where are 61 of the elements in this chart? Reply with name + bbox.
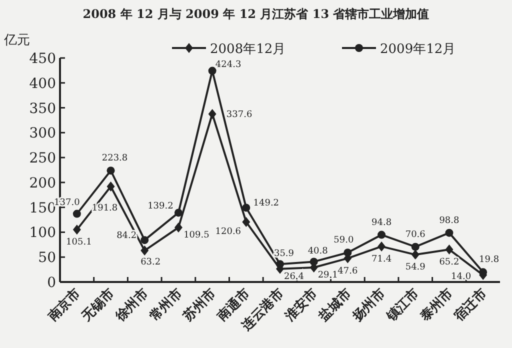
data-label: 223.8 <box>102 154 128 164</box>
data-label: 424.3 <box>215 60 242 70</box>
data-label: 109.5 <box>184 230 210 240</box>
y-tick-label: 450 <box>29 51 56 67</box>
data-label: 149.2 <box>253 198 280 209</box>
point <box>140 246 149 256</box>
y-tick-label: 50 <box>38 250 56 266</box>
point <box>310 258 318 266</box>
data-label: 84.2 <box>116 231 137 242</box>
y-axis-title: 亿元 <box>3 33 30 48</box>
legend-label: 2008年12月 <box>210 42 286 57</box>
point <box>72 210 81 218</box>
chart-title: 2008 年 12 月与 2009 年 12 月江苏省 13 省辖市工业增加值 <box>82 7 430 21</box>
point <box>106 182 115 192</box>
data-label: 98.8 <box>439 216 460 226</box>
data-label: 35.9 <box>274 249 294 260</box>
data-label: 70.6 <box>405 230 426 240</box>
y-tick-label: 150 <box>29 200 56 216</box>
y-tick-label: 100 <box>29 225 56 242</box>
point <box>411 242 420 251</box>
y-tick-label: 400 <box>29 76 56 92</box>
point <box>208 108 216 119</box>
point <box>242 216 250 227</box>
data-label: 59.0 <box>334 236 354 246</box>
data-label: 14.0 <box>451 272 472 282</box>
data-label: 40.8 <box>308 246 328 257</box>
data-label: 19.8 <box>479 255 500 266</box>
data-label: 191.8 <box>92 204 118 214</box>
point <box>140 236 149 244</box>
point <box>445 244 454 255</box>
point <box>378 230 386 239</box>
point <box>411 250 420 260</box>
point <box>242 204 250 212</box>
data-label: 54.9 <box>405 262 426 273</box>
point <box>106 166 115 175</box>
point <box>174 222 182 232</box>
data-label: 105.1 <box>66 238 92 248</box>
data-label: 337.6 <box>226 110 252 120</box>
point <box>72 224 81 235</box>
x-tick-label: 宿迁市 <box>450 286 490 326</box>
y-tick-label: 0 <box>47 275 56 291</box>
y-tick-label: 300 <box>29 126 56 142</box>
data-label: 94.8 <box>372 218 392 228</box>
point <box>445 228 454 237</box>
point <box>344 248 352 257</box>
data-label: 47.6 <box>338 266 358 276</box>
point <box>276 260 284 268</box>
data-label: 63.2 <box>140 258 161 268</box>
data-label: 29.1 <box>318 270 338 281</box>
y-tick-label: 350 <box>29 100 56 117</box>
point <box>174 208 182 217</box>
data-label: 71.4 <box>372 254 392 264</box>
data-label: 65.2 <box>439 258 460 268</box>
y-tick-label: 200 <box>29 175 56 192</box>
point <box>378 241 386 252</box>
data-label: 139.2 <box>148 202 174 212</box>
data-label: 26.4 <box>284 272 304 282</box>
data-label: 120.6 <box>215 226 242 237</box>
y-tick-label: 250 <box>29 150 56 167</box>
point <box>208 66 216 75</box>
legend-label: 2009年12月 <box>380 42 456 57</box>
